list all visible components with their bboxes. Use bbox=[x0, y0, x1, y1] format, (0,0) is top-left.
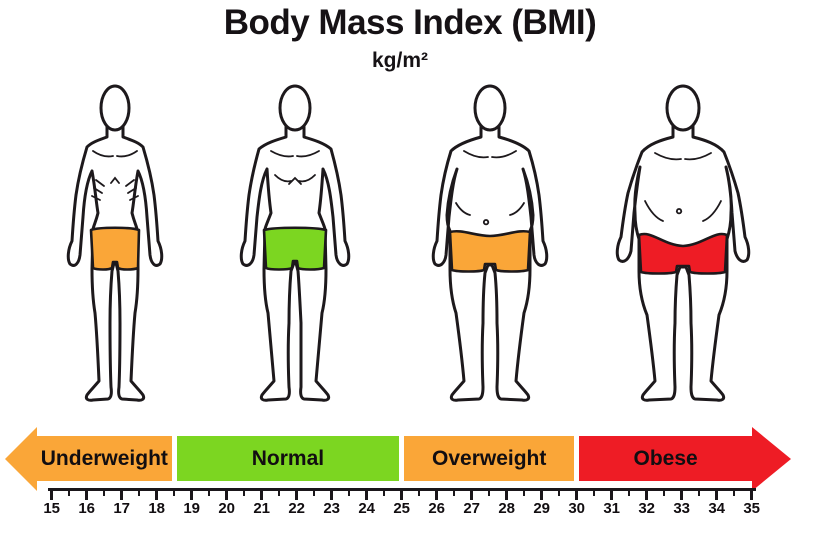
major-tick-18 bbox=[155, 488, 159, 500]
tick-label-17: 17 bbox=[113, 500, 131, 517]
major-tick-34 bbox=[715, 488, 719, 500]
tick-label-21: 21 bbox=[253, 500, 271, 517]
minor-tick-34.5 bbox=[733, 488, 736, 496]
tick-label-19: 19 bbox=[183, 500, 201, 517]
normal-head bbox=[278, 84, 312, 132]
tick-label-35: 35 bbox=[743, 500, 761, 517]
major-tick-30 bbox=[575, 488, 579, 500]
minor-tick-25.5 bbox=[418, 488, 421, 496]
band-obese: Obese bbox=[579, 436, 752, 481]
minor-tick-15.5 bbox=[68, 488, 71, 496]
normal-shorts bbox=[262, 226, 328, 271]
major-tick-23 bbox=[330, 488, 334, 500]
major-tick-16 bbox=[85, 488, 89, 500]
overweight-figure bbox=[431, 84, 549, 402]
obese-head bbox=[665, 84, 701, 132]
underweight-head bbox=[99, 84, 131, 132]
major-tick-20 bbox=[225, 488, 229, 500]
tick-label-34: 34 bbox=[708, 500, 726, 517]
normal-figure bbox=[239, 84, 351, 402]
right-arrowhead bbox=[752, 427, 791, 491]
overweight-belly-details bbox=[455, 150, 525, 226]
minor-tick-20.5 bbox=[243, 488, 246, 496]
obese-shorts bbox=[637, 232, 729, 275]
band-overweight: Overweight bbox=[404, 436, 575, 481]
major-tick-27 bbox=[470, 488, 474, 500]
minor-tick-23.5 bbox=[348, 488, 351, 496]
tick-label-23: 23 bbox=[323, 500, 341, 517]
major-tick-29 bbox=[540, 488, 544, 500]
tick-label-27: 27 bbox=[463, 500, 481, 517]
left-arrowhead bbox=[5, 427, 37, 491]
tick-label-33: 33 bbox=[673, 500, 691, 517]
normal-body-outline bbox=[239, 123, 351, 402]
major-tick-26 bbox=[435, 488, 439, 500]
band-underweight: Underweight bbox=[37, 436, 172, 481]
underweight-rib-details bbox=[91, 150, 139, 201]
tick-label-30: 30 bbox=[568, 500, 586, 517]
major-tick-15 bbox=[50, 488, 54, 500]
major-tick-19 bbox=[190, 488, 194, 500]
minor-tick-22.5 bbox=[313, 488, 316, 496]
tick-label-16: 16 bbox=[78, 500, 96, 517]
page-title: Body Mass Index (BMI) bbox=[223, 3, 597, 42]
tick-label-32: 32 bbox=[638, 500, 656, 517]
overweight-shorts bbox=[448, 230, 532, 273]
band-label-obese: Obese bbox=[633, 446, 698, 470]
tick-label-22: 22 bbox=[288, 500, 306, 517]
major-tick-25 bbox=[400, 488, 404, 500]
obese-figure bbox=[615, 84, 751, 402]
units-label: kg/m² bbox=[371, 49, 428, 72]
minor-tick-28.5 bbox=[523, 488, 526, 496]
band-label-underweight: Underweight bbox=[40, 446, 168, 470]
minor-tick-27.5 bbox=[488, 488, 491, 496]
underweight-figure bbox=[66, 84, 164, 402]
minor-tick-21.5 bbox=[278, 488, 281, 496]
tick-label-24: 24 bbox=[358, 500, 376, 517]
minor-tick-31.5 bbox=[628, 488, 631, 496]
minor-tick-30.5 bbox=[593, 488, 596, 496]
obese-belly-details bbox=[644, 152, 722, 222]
minor-tick-29.5 bbox=[558, 488, 561, 496]
normal-chest-details bbox=[270, 150, 320, 185]
minor-tick-17.5 bbox=[138, 488, 141, 496]
band-normal: Normal bbox=[176, 436, 400, 481]
major-tick-22 bbox=[295, 488, 299, 500]
tick-label-28: 28 bbox=[498, 500, 516, 517]
major-tick-28 bbox=[505, 488, 509, 500]
tick-label-31: 31 bbox=[603, 500, 621, 517]
tick-label-25: 25 bbox=[393, 500, 411, 517]
tick-label-29: 29 bbox=[533, 500, 551, 517]
major-tick-17 bbox=[120, 488, 124, 500]
tick-label-20: 20 bbox=[218, 500, 236, 517]
minor-tick-18.5 bbox=[173, 488, 176, 496]
tick-label-18: 18 bbox=[148, 500, 166, 517]
tick-label-26: 26 bbox=[428, 500, 446, 517]
minor-tick-33.5 bbox=[698, 488, 701, 496]
band-label-normal: Normal bbox=[251, 446, 325, 470]
major-tick-21 bbox=[260, 488, 264, 500]
tick-label-15: 15 bbox=[43, 500, 61, 517]
minor-tick-16.5 bbox=[103, 488, 106, 496]
minor-tick-32.5 bbox=[663, 488, 666, 496]
major-tick-33 bbox=[680, 488, 684, 500]
overweight-head bbox=[473, 84, 507, 132]
major-tick-32 bbox=[645, 488, 649, 500]
minor-tick-19.5 bbox=[208, 488, 211, 496]
major-tick-24 bbox=[365, 488, 369, 500]
major-tick-31 bbox=[610, 488, 614, 500]
band-label-overweight: Overweight bbox=[432, 446, 547, 470]
major-tick-35 bbox=[750, 488, 754, 500]
minor-tick-26.5 bbox=[453, 488, 456, 496]
underweight-shorts bbox=[89, 226, 141, 271]
minor-tick-24.5 bbox=[383, 488, 386, 496]
